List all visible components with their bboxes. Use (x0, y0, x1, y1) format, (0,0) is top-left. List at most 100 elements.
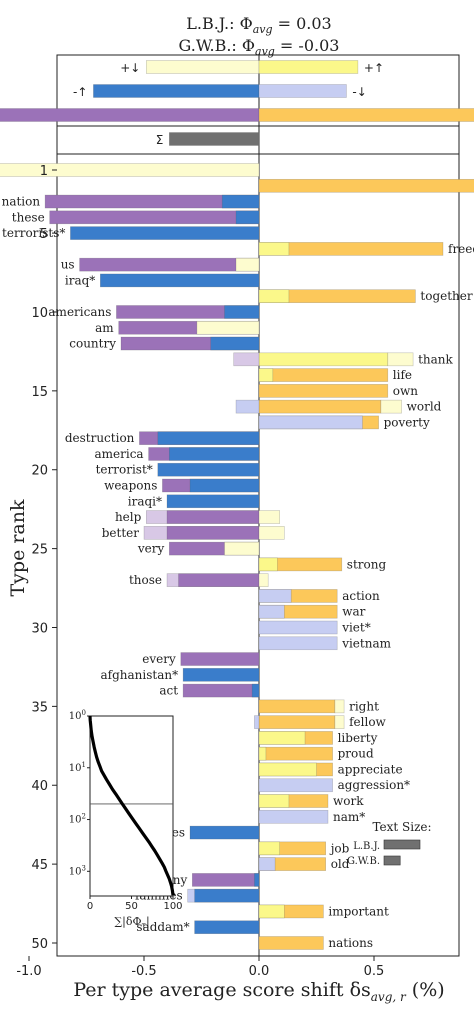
word-label: those (129, 573, 162, 587)
word-bar (258, 526, 285, 540)
word-bar (258, 242, 290, 256)
word-bar (254, 873, 260, 887)
word-bar (258, 731, 306, 745)
word-bar (258, 604, 285, 619)
word-bar (210, 336, 260, 351)
word-label: action (342, 589, 380, 603)
word-bar (235, 399, 260, 414)
word-bar (258, 352, 389, 367)
word-label: world (407, 400, 442, 414)
word-bar (258, 746, 333, 761)
word-label: vietnam (341, 636, 391, 650)
word-label: freedom (448, 242, 474, 256)
word-label: country (69, 337, 116, 351)
y-tick-label: 1 (40, 164, 48, 179)
word-bar (70, 226, 260, 240)
word-label: us (61, 258, 75, 272)
word-bar (258, 746, 267, 761)
word-label: viet* (341, 620, 371, 634)
word-bar (258, 399, 382, 414)
word-bar (178, 573, 260, 587)
summary-bar (93, 84, 260, 98)
y-tick-label: 35 (31, 700, 48, 715)
summary-bar (146, 60, 260, 74)
word-label: terrorists* (2, 226, 65, 240)
word-label: strong (347, 557, 387, 571)
inset-y-tick-label: 101 (69, 761, 86, 774)
summary-bars: +↓+↑-↑-↓▽△Σ (0, 60, 474, 147)
word-label: fellow (349, 715, 386, 729)
word-bar (169, 447, 260, 461)
x-tick-label: -1.0 (16, 964, 41, 979)
legend-label-gwb: G.W.B. (347, 856, 380, 867)
word-bar (221, 194, 260, 209)
legend-swatch (383, 855, 401, 866)
word-label: afghanistan* (101, 668, 179, 682)
word-label: nations (328, 936, 373, 950)
legend-swatches (383, 839, 421, 866)
word-bar (258, 778, 333, 793)
inset-x-tick-label: 50 (125, 901, 138, 912)
inset-ticks: 0 50 100 100 101 102 103 (69, 709, 183, 912)
inset-y-tick-label: 102 (69, 813, 86, 826)
word-label: iraq* (65, 273, 95, 287)
word-bar (334, 699, 345, 714)
x-axis-label: Per type average score shift δsavg, r (%… (73, 979, 444, 1004)
word-bar (166, 494, 260, 509)
word-label: every (142, 652, 176, 666)
word-label: proud (338, 747, 374, 761)
word-bar (166, 526, 260, 540)
word-bar (0, 163, 260, 177)
word-label: poverty (384, 415, 430, 429)
summary-bar (0, 108, 260, 122)
x-tick-label: 0.5 (364, 964, 385, 979)
word-bar (258, 620, 338, 635)
word-bar (258, 904, 285, 919)
summary-bar-label: -↑ (73, 85, 87, 99)
inset-cumulative-plot: 0 50 100 100 101 102 103 ∑|δΦτ| (69, 709, 183, 930)
inset-y-tick-label: 103 (69, 864, 86, 877)
x-tick-label: -0.5 (131, 964, 156, 979)
y-tick-label: 45 (31, 858, 48, 873)
word-bar (258, 368, 389, 382)
word-label: important (328, 904, 389, 918)
word-bar (380, 399, 402, 414)
summary-bar-label: -↓ (352, 85, 366, 99)
word-bar (387, 352, 414, 367)
word-bar (258, 715, 336, 729)
word-bar (258, 368, 274, 382)
word-bar (166, 510, 260, 524)
word-bar (192, 873, 260, 887)
word-bar (79, 257, 260, 272)
word-bar (182, 668, 260, 682)
word-label: destruction (65, 431, 135, 445)
word-bar (258, 857, 276, 871)
word-bar (196, 320, 260, 335)
word-bar (180, 652, 260, 666)
word-bar (258, 762, 317, 777)
word-bar (194, 920, 260, 935)
inset-x-tick-label: 0 (87, 901, 93, 912)
word-bar (194, 888, 260, 903)
word-bar (157, 431, 260, 445)
y-tick-label: 25 (31, 543, 48, 558)
x-axis-ticks: -1.5-1.0-0.50.00.51.01.5 (16, 956, 385, 979)
word-bars: mr*greatnationtheseterrorists*freedomusi… (0, 163, 474, 950)
word-label: liberty (338, 731, 378, 745)
y-tick-label: 50 (31, 937, 48, 952)
summary-bar (258, 60, 359, 74)
summary-bar-label: +↓ (120, 61, 140, 75)
word-bar (258, 809, 329, 824)
word-label: thank (418, 352, 453, 366)
word-bar (258, 178, 474, 193)
word-bar (224, 305, 260, 319)
word-bar (157, 462, 260, 477)
summary-bar-label: Σ (156, 133, 164, 147)
word-label: own (393, 384, 418, 398)
word-bar (100, 273, 260, 288)
word-bar (258, 557, 278, 572)
y-tick-label: 5 (40, 227, 48, 242)
summary-bar (258, 84, 347, 98)
word-label: nation (2, 195, 41, 209)
